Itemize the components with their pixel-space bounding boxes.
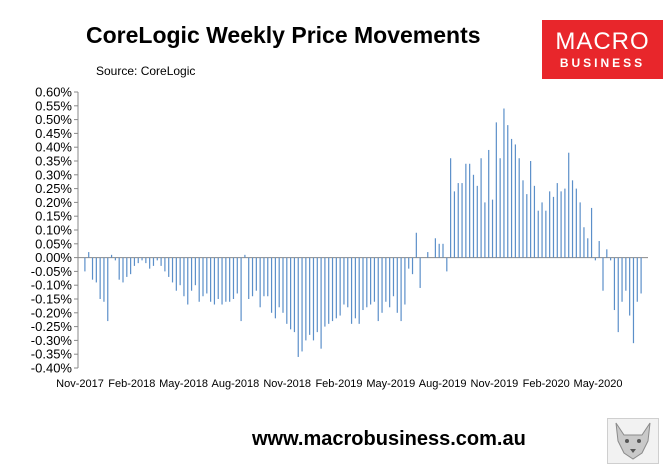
x-tick-label: Nov-2019 [471, 378, 519, 390]
x-tick-label: May-2019 [366, 378, 415, 390]
macrobusiness-logo: MACRO BUSINESS [542, 20, 663, 79]
y-tick-label: 0.35% [35, 154, 72, 169]
y-tick-label: 0.50% [35, 112, 72, 127]
y-tick-label: 0.10% [35, 223, 72, 238]
x-tick-label: May-2020 [574, 378, 623, 390]
chart-title: CoreLogic Weekly Price Movements [86, 22, 481, 48]
x-tick-label: Feb-2019 [315, 378, 362, 390]
y-tick-label: -0.40% [31, 361, 73, 376]
x-tick-label: May-2018 [159, 378, 208, 390]
x-tick-label: Nov-2017 [56, 378, 104, 390]
y-tick-label: -0.30% [31, 333, 73, 348]
y-tick-label: 0.15% [35, 209, 72, 224]
x-tick-label: Aug-2018 [212, 378, 260, 390]
x-tick-label: Feb-2018 [108, 378, 155, 390]
x-tick-label: Nov-2018 [263, 378, 311, 390]
y-tick-label: 0.00% [35, 250, 72, 265]
y-tick-label: 0.40% [35, 140, 72, 155]
y-tick-label: 0.20% [35, 195, 72, 210]
y-tick-label: -0.35% [31, 347, 73, 362]
wolf-logo-icon [607, 418, 659, 464]
x-tick-label: Feb-2020 [523, 378, 570, 390]
y-tick-label: -0.05% [31, 264, 73, 279]
y-tick-label: 0.55% [35, 98, 72, 113]
x-tick-label: Aug-2019 [419, 378, 467, 390]
y-tick-label: -0.20% [31, 305, 73, 320]
logo-main-text: MACRO [555, 28, 650, 55]
y-tick-label: 0.25% [35, 181, 72, 196]
y-tick-label: -0.10% [31, 278, 73, 293]
chart-source: Source: CoreLogic [96, 64, 196, 78]
footer-url: www.macrobusiness.com.au [252, 428, 526, 450]
y-tick-label: 0.05% [35, 236, 72, 251]
y-tick-label: 0.60% [35, 85, 72, 100]
y-tick-label: 0.45% [35, 126, 72, 141]
y-tick-label: -0.15% [31, 292, 73, 307]
y-tick-label: -0.25% [31, 319, 73, 334]
logo-sub-text: BUSINESS [559, 56, 646, 70]
y-tick-label: 0.30% [35, 167, 72, 182]
